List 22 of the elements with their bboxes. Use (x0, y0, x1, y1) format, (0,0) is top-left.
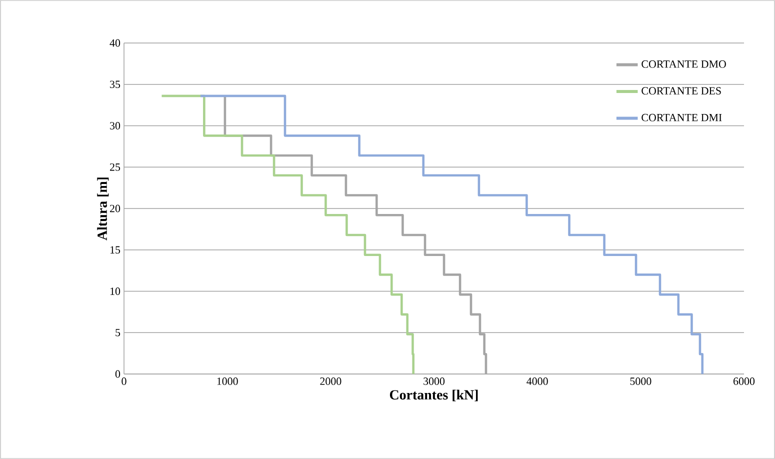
x-tick-label: 5000 (630, 378, 652, 385)
line-series (160, 94, 414, 376)
legend-label: CORTANTE DMI (642, 114, 722, 122)
y-tick-label: 30 (110, 122, 120, 130)
x-axis-title: Cortantes [kN] (390, 390, 478, 402)
y-axis-title: Altura [m] (97, 178, 109, 240)
x-tick-label: 0 (122, 378, 126, 385)
x-tick-label: 1000 (217, 378, 238, 385)
x-tick-label: 2000 (320, 378, 342, 385)
y-tick-label: 25 (110, 163, 120, 171)
legend-label: CORTANTE DMO (642, 60, 726, 68)
legend-label: CORTANTE DES (642, 87, 721, 95)
y-tick-label: 0 (115, 370, 120, 378)
y-tick-label: 20 (110, 204, 120, 212)
x-tick-label: 6000 (734, 378, 755, 385)
y-tick-label: 10 (110, 288, 120, 295)
y-tick-label: 5 (116, 328, 120, 336)
y-tick-label: 35 (110, 80, 120, 88)
x-tick-label: 3000 (424, 378, 445, 385)
y-tick-label: 40 (110, 39, 120, 47)
y-tick-label: 15 (110, 246, 120, 254)
x-tick-label: 4000 (526, 378, 548, 385)
